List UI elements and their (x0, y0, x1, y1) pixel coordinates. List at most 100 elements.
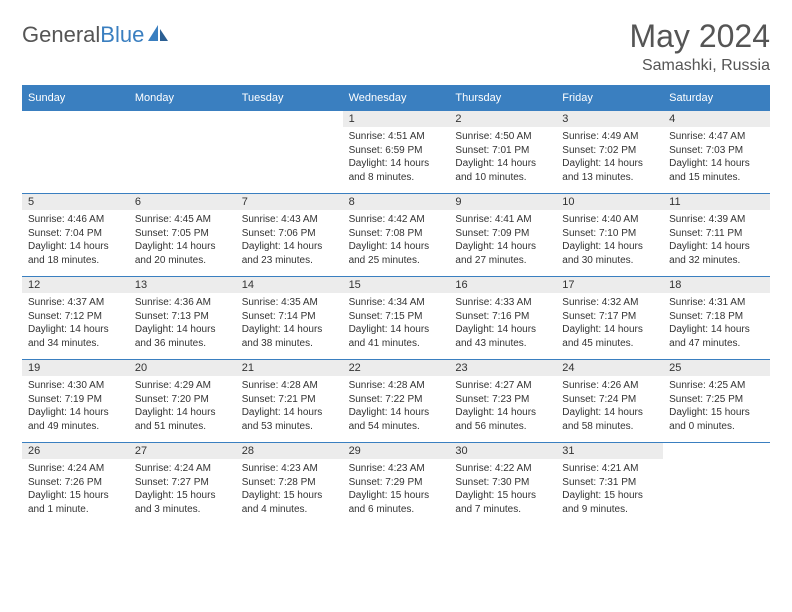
info-line: Sunrise: 4:43 AM (242, 213, 337, 227)
calendar: Sunday Monday Tuesday Wednesday Thursday… (22, 85, 770, 525)
brand-logo: GeneralBlue (22, 22, 169, 48)
info-line: Daylight: 15 hours (349, 489, 444, 503)
calendar-cell: 6Sunrise: 4:45 AMSunset: 7:05 PMDaylight… (129, 194, 236, 276)
info-line: and 53 minutes. (242, 420, 337, 434)
day-info: Sunrise: 4:24 AMSunset: 7:27 PMDaylight:… (135, 462, 230, 516)
day-number: 8 (343, 194, 450, 210)
calendar-cell: 4Sunrise: 4:47 AMSunset: 7:03 PMDaylight… (663, 111, 770, 193)
info-line: Sunset: 7:19 PM (28, 393, 123, 407)
day-info: Sunrise: 4:21 AMSunset: 7:31 PMDaylight:… (562, 462, 657, 516)
info-line: Sunset: 7:31 PM (562, 476, 657, 490)
info-line: and 18 minutes. (28, 254, 123, 268)
info-line: and 34 minutes. (28, 337, 123, 351)
month-title: May 2024 (629, 18, 770, 55)
day-number: 17 (556, 277, 663, 293)
day-info: Sunrise: 4:34 AMSunset: 7:15 PMDaylight:… (349, 296, 444, 350)
weekday-label: Sunday (22, 87, 129, 110)
info-line: Sunset: 7:18 PM (669, 310, 764, 324)
info-line: Daylight: 14 hours (562, 406, 657, 420)
weekday-label: Saturday (663, 87, 770, 110)
calendar-cell: 5Sunrise: 4:46 AMSunset: 7:04 PMDaylight… (22, 194, 129, 276)
calendar-cell: 29Sunrise: 4:23 AMSunset: 7:29 PMDayligh… (343, 443, 450, 525)
sail-icon (147, 24, 169, 47)
calendar-cell: 1Sunrise: 4:51 AMSunset: 6:59 PMDaylight… (343, 111, 450, 193)
info-line: Sunrise: 4:47 AM (669, 130, 764, 144)
calendar-cell: 16Sunrise: 4:33 AMSunset: 7:16 PMDayligh… (449, 277, 556, 359)
info-line: Sunrise: 4:28 AM (349, 379, 444, 393)
info-line: Sunrise: 4:32 AM (562, 296, 657, 310)
info-line: Sunset: 7:08 PM (349, 227, 444, 241)
calendar-cell: 2Sunrise: 4:50 AMSunset: 7:01 PMDaylight… (449, 111, 556, 193)
info-line: Sunset: 7:24 PM (562, 393, 657, 407)
info-line: Sunrise: 4:49 AM (562, 130, 657, 144)
day-number: 22 (343, 360, 450, 376)
calendar-cell (663, 443, 770, 525)
info-line: and 10 minutes. (455, 171, 550, 185)
weekday-label: Monday (129, 87, 236, 110)
info-line: and 36 minutes. (135, 337, 230, 351)
info-line: Daylight: 14 hours (242, 240, 337, 254)
calendar-cell: 25Sunrise: 4:25 AMSunset: 7:25 PMDayligh… (663, 360, 770, 442)
info-line: Daylight: 15 hours (455, 489, 550, 503)
calendar-cell: 17Sunrise: 4:32 AMSunset: 7:17 PMDayligh… (556, 277, 663, 359)
weekday-header: Sunday Monday Tuesday Wednesday Thursday… (22, 87, 770, 110)
calendar-cell: 18 Sunrise: 4:31 AMSunset: 7:18 PMDayligh… (663, 277, 770, 359)
info-line: Sunset: 7:28 PM (242, 476, 337, 490)
calendar-cell: 7Sunrise: 4:43 AMSunset: 7:06 PMDaylight… (236, 194, 343, 276)
info-line: Daylight: 14 hours (349, 323, 444, 337)
info-line: Sunrise: 4:36 AM (135, 296, 230, 310)
info-line: Daylight: 14 hours (28, 406, 123, 420)
info-line: Daylight: 15 hours (562, 489, 657, 503)
info-line: Sunrise: 4:24 AM (28, 462, 123, 476)
info-line: and 3 minutes. (135, 503, 230, 517)
day-number: 12 (22, 277, 129, 293)
info-line: Sunset: 7:05 PM (135, 227, 230, 241)
calendar-cell: 9Sunrise: 4:41 AMSunset: 7:09 PMDaylight… (449, 194, 556, 276)
day-number: 14 (236, 277, 343, 293)
info-line: and 23 minutes. (242, 254, 337, 268)
info-line: Daylight: 14 hours (455, 406, 550, 420)
day-info: Sunrise: 4:42 AMSunset: 7:08 PMDaylight:… (349, 213, 444, 267)
info-line: and 47 minutes. (669, 337, 764, 351)
info-line: and 13 minutes. (562, 171, 657, 185)
info-line: Sunrise: 4:29 AM (135, 379, 230, 393)
info-line: Sunset: 7:23 PM (455, 393, 550, 407)
info-line: Sunset: 7:06 PM (242, 227, 337, 241)
day-info: Sunrise: 4:40 AMSunset: 7:10 PMDaylight:… (562, 213, 657, 267)
info-line: Daylight: 14 hours (135, 323, 230, 337)
info-line: Daylight: 14 hours (135, 240, 230, 254)
day-info: Sunrise: 4:31 AMSunset: 7:18 PMDaylight:… (669, 296, 764, 350)
calendar-week: 12Sunrise: 4:37 AMSunset: 7:12 PMDayligh… (22, 276, 770, 359)
info-line: Sunrise: 4:51 AM (349, 130, 444, 144)
calendar-cell: 11Sunrise: 4:39 AMSunset: 7:11 PMDayligh… (663, 194, 770, 276)
info-line: Sunrise: 4:31 AM (669, 296, 764, 310)
info-line: Sunset: 7:30 PM (455, 476, 550, 490)
info-line: Sunset: 7:21 PM (242, 393, 337, 407)
day-number: 28 (236, 443, 343, 459)
info-line: Daylight: 14 hours (455, 157, 550, 171)
day-info: Sunrise: 4:35 AMSunset: 7:14 PMDaylight:… (242, 296, 337, 350)
info-line: Sunrise: 4:45 AM (135, 213, 230, 227)
calendar-week: 26Sunrise: 4:24 AMSunset: 7:26 PMDayligh… (22, 442, 770, 525)
day-number: 20 (129, 360, 236, 376)
info-line: Daylight: 14 hours (562, 157, 657, 171)
info-line: Sunrise: 4:40 AM (562, 213, 657, 227)
day-info: Sunrise: 4:22 AMSunset: 7:30 PMDaylight:… (455, 462, 550, 516)
brand-part1: General (22, 22, 100, 47)
title-block: May 2024 Samashki, Russia (629, 18, 770, 75)
day-info: Sunrise: 4:28 AMSunset: 7:21 PMDaylight:… (242, 379, 337, 433)
calendar-cell (129, 111, 236, 193)
info-line: Sunset: 7:16 PM (455, 310, 550, 324)
day-info: Sunrise: 4:39 AMSunset: 7:11 PMDaylight:… (669, 213, 764, 267)
info-line: Sunrise: 4:39 AM (669, 213, 764, 227)
info-line: Daylight: 14 hours (562, 240, 657, 254)
calendar-cell (236, 111, 343, 193)
info-line: Daylight: 14 hours (669, 157, 764, 171)
day-number: 3 (556, 111, 663, 127)
day-number: 18 (663, 277, 770, 293)
info-line: Daylight: 14 hours (349, 157, 444, 171)
day-number: 10 (556, 194, 663, 210)
info-line: Sunset: 7:09 PM (455, 227, 550, 241)
info-line: Sunrise: 4:37 AM (28, 296, 123, 310)
info-line: Sunrise: 4:34 AM (349, 296, 444, 310)
